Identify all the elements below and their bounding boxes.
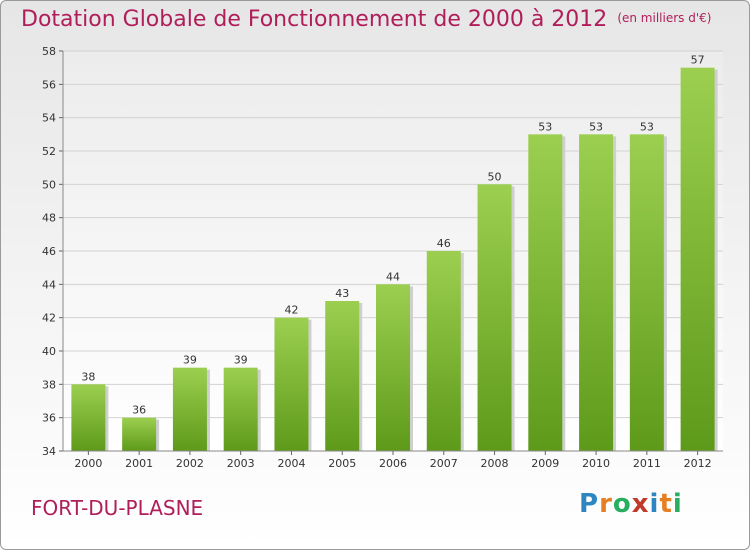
x-tick-label: 2006 (379, 457, 407, 470)
y-tick-label: 56 (42, 78, 56, 91)
commune-name: FORT-DU-PLASNE (31, 496, 204, 520)
axes-group: 34 36 38 40 42 44 46 48 50 52 54 56 58 2000 2001 2002 20… (42, 45, 723, 470)
x-tick-label: 2000 (74, 457, 102, 470)
x-tick-label: 2007 (430, 457, 458, 470)
bar (426, 251, 461, 451)
chart-subtitle: (en milliers d'€) (617, 11, 712, 25)
chart-title-text: Dotation Globale de Fonctionnement de 20… (21, 7, 608, 32)
data-label: 39 (183, 354, 197, 367)
x-tick-label: 2004 (277, 457, 305, 470)
x-tick-label: 2002 (176, 457, 204, 470)
bar (325, 301, 360, 451)
bar (122, 417, 157, 451)
x-tick-label: 2001 (125, 457, 153, 470)
y-tick-label: 48 (42, 212, 56, 225)
logo-letter: o (612, 489, 632, 519)
y-tick-label: 42 (42, 312, 56, 325)
y-tick-label: 34 (42, 445, 56, 458)
data-label: 53 (640, 120, 654, 133)
bar (71, 384, 106, 451)
logo-letter: i (672, 489, 683, 519)
proxiti-logo: Proxiti (579, 489, 683, 519)
y-tick-label: 44 (42, 278, 56, 291)
logo-letter: P (579, 489, 600, 519)
data-label: 44 (386, 270, 400, 283)
y-tick-label: 40 (42, 345, 56, 358)
x-tick-label: 2009 (531, 457, 559, 470)
data-label: 57 (691, 54, 705, 67)
data-label: 50 (488, 170, 502, 183)
data-label: 42 (284, 304, 298, 317)
logo-letter: x (631, 489, 650, 519)
x-tick-label: 2008 (481, 457, 509, 470)
data-label: 38 (81, 370, 95, 383)
y-tick-label: 54 (42, 112, 56, 125)
data-label: 36 (132, 404, 146, 417)
data-label: 46 (437, 237, 451, 250)
bar (477, 184, 512, 452)
data-label: 39 (234, 354, 248, 367)
x-tick-label: 2005 (328, 457, 356, 470)
x-tick-label: 2011 (633, 457, 661, 470)
x-tick-label: 2012 (684, 457, 712, 470)
y-tick-label: 46 (42, 245, 56, 258)
data-label: 43 (335, 287, 349, 300)
y-tick-label: 50 (42, 178, 56, 191)
y-tick-label: 38 (42, 378, 56, 391)
bar (579, 134, 614, 452)
chart-title: Dotation Globale de Fonctionnement de 20… (21, 7, 711, 32)
logo-letter: r (599, 489, 613, 519)
data-label: 53 (538, 120, 552, 133)
y-tick-label: 36 (42, 412, 56, 425)
bar (376, 284, 410, 451)
x-tick-label: 2010 (582, 457, 610, 470)
x-tick-label: 2003 (227, 457, 255, 470)
y-tick-label: 58 (42, 45, 56, 58)
bar (172, 367, 207, 451)
logo-letter: t (659, 489, 673, 519)
bar (223, 367, 258, 451)
bar (629, 134, 664, 452)
y-tick-label: 52 (42, 145, 56, 158)
bar (274, 317, 309, 451)
bar (528, 134, 563, 452)
data-label: 53 (589, 120, 603, 133)
bars-group: 38 36 39 39 42 43 44 46 50 53 53 53 57 (71, 54, 718, 452)
logo-letter: i (649, 489, 660, 519)
bar (680, 67, 715, 452)
